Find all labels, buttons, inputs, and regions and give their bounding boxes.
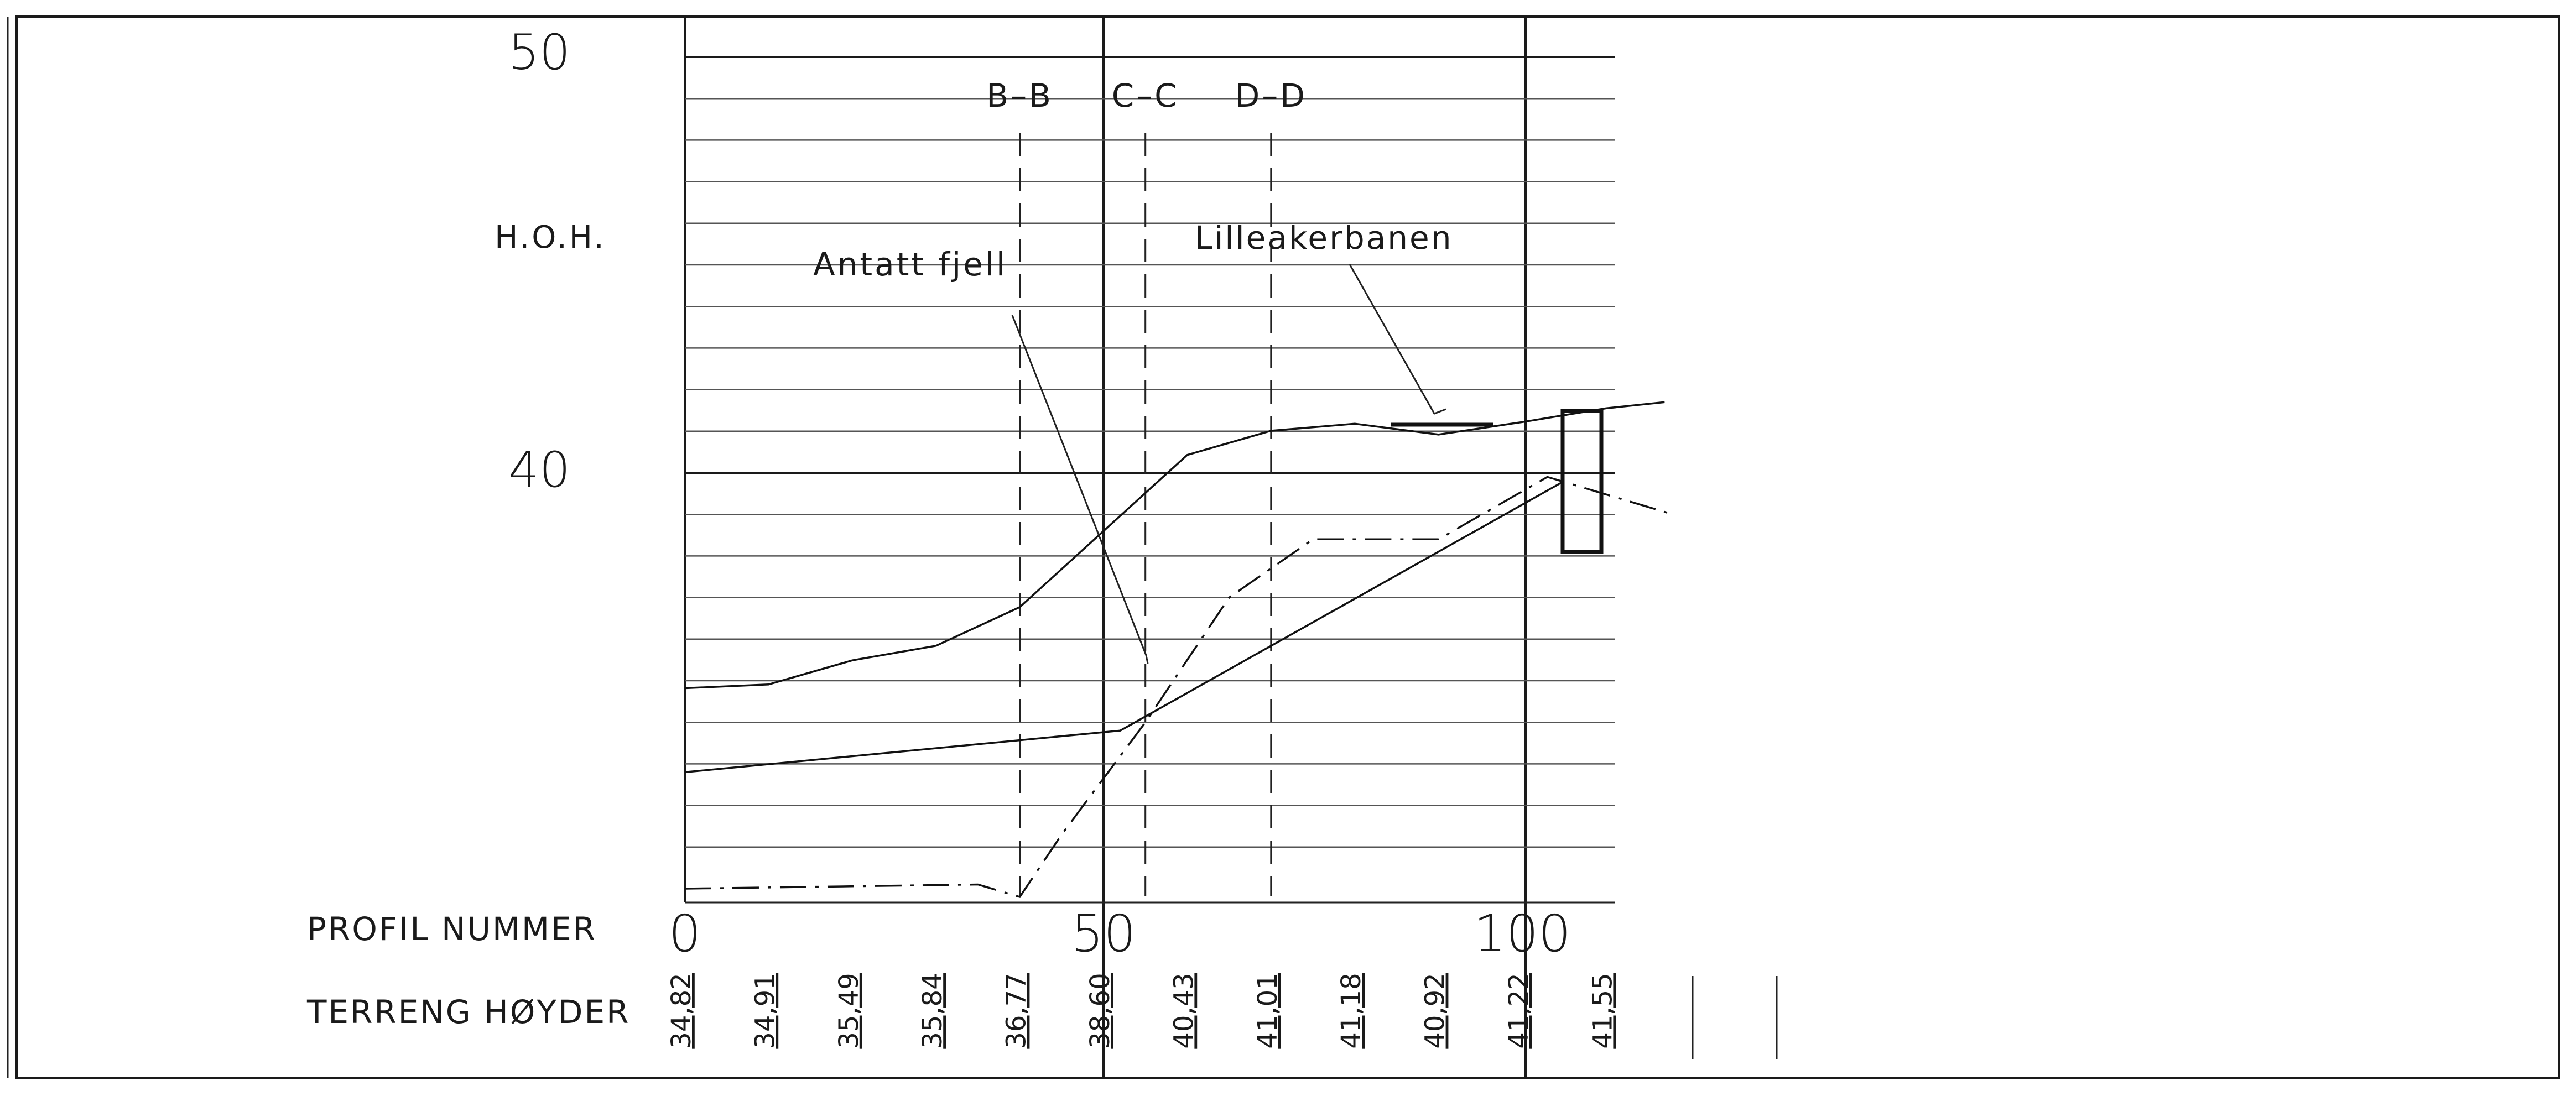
grid-lines — [685, 56, 1615, 848]
x-tick-label-50: 50 — [1071, 904, 1136, 963]
y-axis-label: H.O.H. — [495, 220, 606, 255]
terrain-height-value: 41,18 — [1336, 973, 1367, 1048]
rock-annotation-label: Antatt fjell — [813, 246, 1007, 283]
section-label: D–D — [1235, 77, 1307, 114]
section-label: C–C — [1112, 77, 1179, 114]
section-lines: B–B C–C D–D — [986, 77, 1307, 896]
terrain-height-value: 34,91 — [750, 973, 780, 1048]
terrain-height-value: 41,01 — [1252, 973, 1283, 1048]
terrain-height-value: 41,22 — [1503, 973, 1534, 1048]
terrain-height-value: 40,43 — [1168, 973, 1199, 1048]
x-tick-label-100: 100 — [1474, 904, 1571, 963]
terrain-height-value: 35,49 — [834, 973, 865, 1048]
sheet-border — [15, 15, 2560, 1079]
terrain-height-values: 34,82 34,91 35,49 35,84 36,77 38,60 40,43 41,01… — [666, 973, 1618, 1048]
y-tick-label-40: 40 — [508, 441, 570, 498]
terrain-height-value: 38,60 — [1085, 973, 1116, 1048]
section-label: B–B — [986, 77, 1053, 114]
terrain-height-value: 40,92 — [1420, 973, 1451, 1048]
profile-number-row-label: PROFIL NUMMER — [307, 910, 597, 948]
rail-annotation-label: Lilleakerbanen — [1195, 219, 1453, 257]
rock-annotation-leader — [1011, 315, 1149, 664]
rock-line — [684, 476, 1673, 899]
x-tick-label-0: 0 — [669, 904, 701, 963]
terrain-height-value: 36,77 — [1001, 973, 1032, 1048]
terrain-height-value: 34,82 — [666, 973, 697, 1048]
terrain-height-value: 41,55 — [1587, 973, 1618, 1048]
structure-box — [1560, 409, 1604, 554]
terrain-line — [684, 480, 1565, 774]
terrain-height-value: 35,84 — [917, 973, 948, 1048]
y-tick-label-50: 50 — [508, 24, 570, 81]
terrain-height-row-label: TERRENG HØYDER — [306, 993, 630, 1031]
terrain-line — [684, 401, 1665, 690]
rail-annotation-leader — [1349, 264, 1446, 415]
chart-series — [684, 401, 1673, 899]
